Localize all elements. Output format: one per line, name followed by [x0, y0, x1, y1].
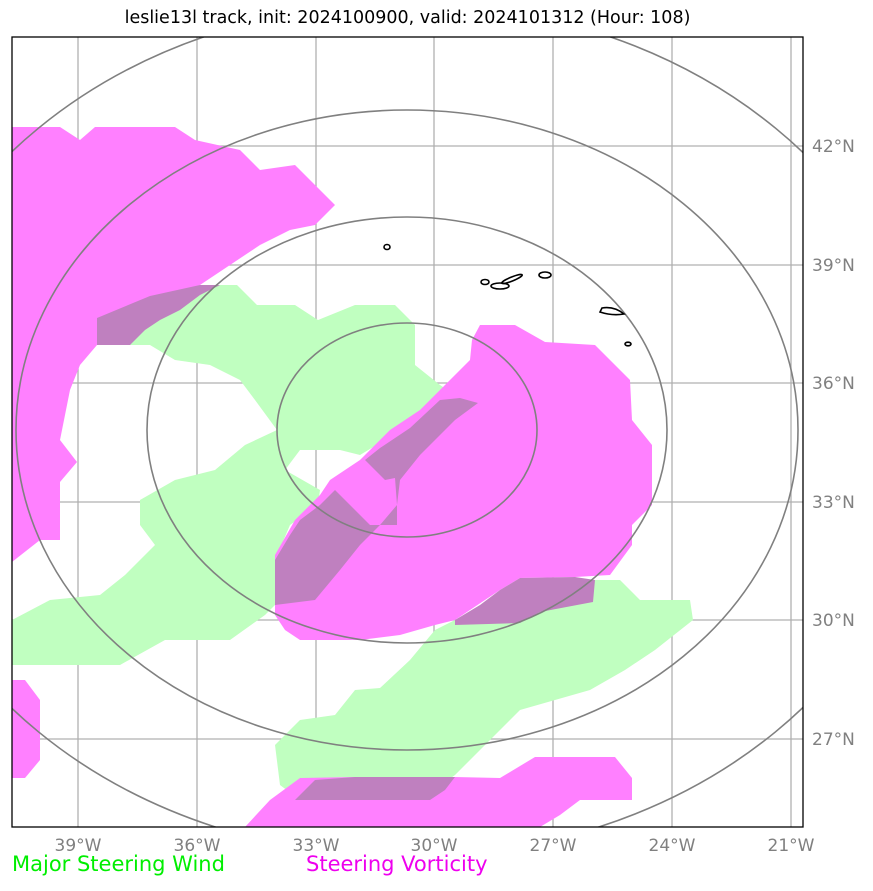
- lon-tick-label: 36°W: [174, 836, 221, 856]
- latitude-tick-labels: 42°N 39°N 36°N 33°N 30°N 27°N: [812, 137, 855, 750]
- island-sao-miguel: [598, 306, 626, 316]
- lon-tick-label: 24°W: [649, 836, 696, 856]
- lat-tick-label: 27°N: [812, 730, 855, 750]
- lat-tick-label: 42°N: [812, 137, 855, 157]
- range-ring-2: [146, 216, 668, 644]
- coastlines: [383, 243, 632, 347]
- longitude-tick-labels: 39°W 36°W 33°W 30°W 27°W 24°W 21°W: [55, 836, 815, 856]
- lat-tick-label: 39°N: [812, 256, 855, 276]
- steering-vorticity-area-northwest: [12, 127, 335, 562]
- overlap-area-west: [97, 285, 220, 345]
- lat-tick-label: 36°N: [812, 374, 855, 394]
- overlap-area-central: [275, 398, 478, 605]
- map-title: leslie13l track, init: 2024100900, valid…: [124, 8, 691, 28]
- overlap-area-south: [295, 777, 455, 800]
- lon-tick-label: 27°W: [530, 836, 577, 856]
- lon-tick-label: 33°W: [293, 836, 340, 856]
- steering-wind-areas: [12, 285, 693, 800]
- island-terceira: [538, 271, 552, 279]
- legend-steering-wind: Major Steering Wind: [12, 852, 225, 876]
- steering-vorticity-area-west-edge: [12, 680, 40, 778]
- island-faial: [480, 278, 490, 286]
- lon-tick-label: 39°W: [55, 836, 102, 856]
- steering-wind-area-south: [275, 580, 693, 800]
- range-rings: [12, 37, 803, 827]
- lat-tick-label: 33°N: [812, 493, 855, 513]
- range-ring-1: [276, 322, 538, 538]
- island-corvo: [383, 243, 391, 251]
- overlap-areas: [97, 285, 595, 800]
- map-frame: [11, 36, 804, 828]
- lon-tick-label: 30°W: [411, 836, 458, 856]
- steering-vorticity-area-central: [275, 325, 652, 640]
- lon-tick-label: 21°W: [768, 836, 815, 856]
- map-plot-area: [12, 37, 803, 827]
- range-ring-3: [15, 109, 799, 751]
- island-pico: [490, 282, 510, 290]
- steering-wind-area-north: [12, 285, 455, 665]
- legend-steering-vorticity: Steering Vorticity: [306, 852, 488, 876]
- lat-tick-label: 30°N: [812, 611, 855, 631]
- island-santa-maria: [624, 341, 632, 347]
- overlap-area-southeast: [455, 577, 595, 625]
